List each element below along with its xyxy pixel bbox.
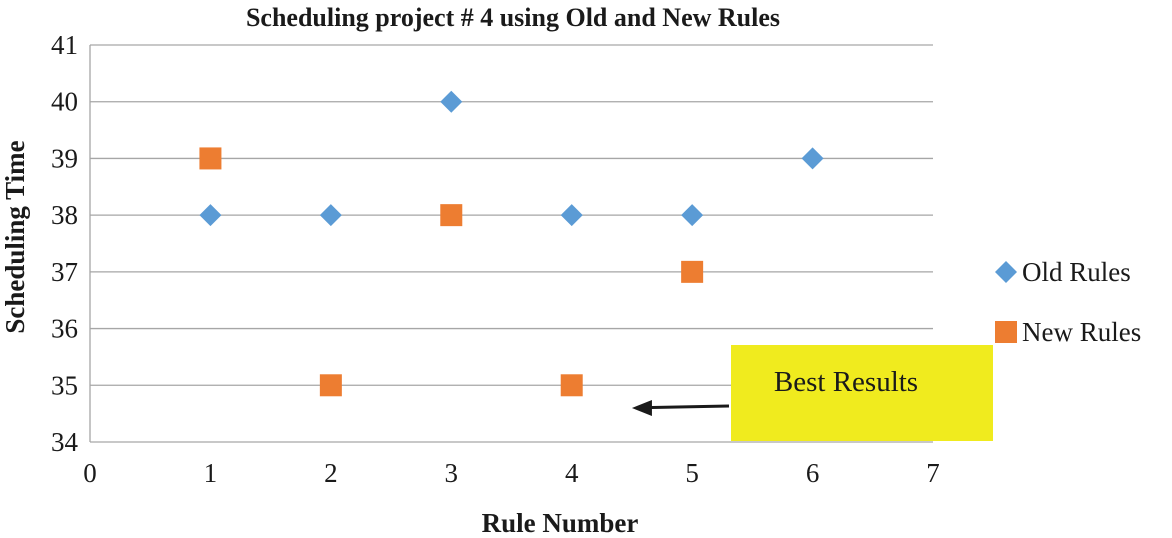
- legend-new-rules-marker: [995, 321, 1017, 343]
- old-rules-point: [801, 147, 824, 170]
- legend-label: New Rules: [1022, 317, 1141, 347]
- x-tick-label: 2: [324, 458, 338, 488]
- new-rules-point: [560, 374, 583, 397]
- axes: [89, 45, 933, 443]
- gridlines: [90, 44, 933, 386]
- y-tick-label: 34: [51, 427, 79, 457]
- y-tick-label: 37: [51, 257, 78, 287]
- new-rules-point: [440, 204, 463, 227]
- data-points: [199, 90, 824, 397]
- old-rules-point: [440, 90, 463, 113]
- old-rules-point: [319, 204, 342, 227]
- x-tick-label: 4: [565, 458, 579, 488]
- y-tick-label: 38: [51, 200, 78, 230]
- annotation-arrow-shaft: [645, 404, 730, 410]
- x-tick-label: 6: [806, 458, 820, 488]
- new-rules-point: [199, 147, 222, 170]
- x-tick-label: 0: [83, 458, 97, 488]
- x-tick-label: 1: [204, 458, 218, 488]
- y-tick-labels: 34 35 36 37 38 39 40 41: [51, 30, 79, 457]
- y-tick-label: 41: [51, 30, 78, 60]
- old-rules-point: [560, 204, 583, 227]
- new-rules-point: [681, 260, 704, 283]
- y-tick-label: 36: [51, 314, 78, 344]
- y-tick-label: 35: [51, 370, 78, 400]
- annotation-label: Best Results: [774, 366, 918, 398]
- legend: Old Rules New Rules: [995, 257, 1141, 347]
- legend-old-rules-marker: [995, 261, 1017, 283]
- x-tick-labels: 0 1 2 3 4 5 6 7: [83, 458, 940, 488]
- y-tick-label: 39: [51, 143, 78, 173]
- x-tick-label: 3: [445, 458, 459, 488]
- y-tick-label: 40: [51, 87, 78, 117]
- x-axis-title: Rule Number: [482, 508, 639, 538]
- x-tick-label: 7: [926, 458, 940, 488]
- y-axis-title: Scheduling Time: [0, 140, 30, 333]
- old-rules-point: [199, 204, 222, 227]
- chart-title: Scheduling project # 4 using Old and New…: [246, 3, 780, 32]
- old-rules-point: [681, 204, 704, 227]
- new-rules-point: [319, 374, 342, 397]
- annotation-arrow-head: [631, 399, 652, 416]
- x-tick-label: 5: [685, 458, 699, 488]
- annotation-box: [731, 345, 993, 441]
- best-results-annotation: Best Results: [631, 345, 993, 441]
- legend-label: Old Rules: [1022, 257, 1131, 287]
